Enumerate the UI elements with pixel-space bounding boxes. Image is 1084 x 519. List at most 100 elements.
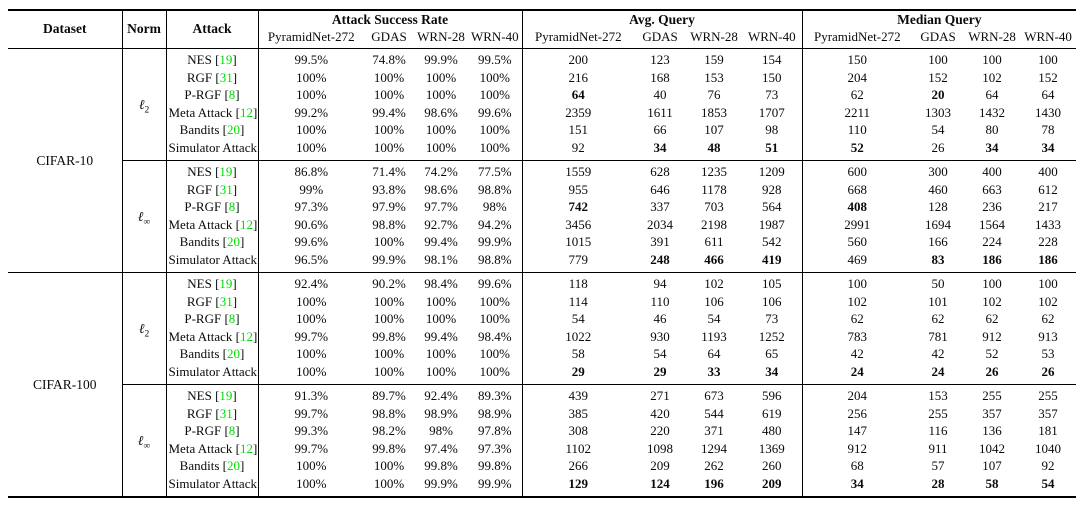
median-value: 217 [1038,199,1058,214]
median-value: 34 [1041,139,1055,155]
avg-value: 3456 [565,216,592,232]
asr-value: 98.8% [468,181,523,199]
median-value: 100 [1038,52,1058,67]
asr-value: 100% [373,458,405,473]
table-row: Bandits [20] 100% 100% 99.8% 99.8% 266 209 262 2… [8,457,1076,475]
attack-label: RGF [31] [166,405,259,423]
asr-value: 99.7% [294,328,329,344]
median-value: 62 [850,311,864,326]
median-value: 1303 [925,104,952,120]
median-value: 50 [931,276,945,291]
attack-label: Simulator Attack [166,475,259,497]
asr-value: 99.4% [424,328,458,344]
median-value: 912 [982,328,1002,344]
asr-value: 100% [373,475,405,491]
table-row: ℓ∞ NES [19] 91.3% 89.7% 92.4% 89.3% 439 271 673 5… [8,383,1077,497]
norm-symbol: ℓ [137,209,144,225]
median-value: 204 [802,383,913,405]
asr-value: 99% [299,181,324,197]
asr-value: 100% [468,139,523,160]
median-value: 256 [847,405,868,421]
median-value: 147 [847,423,868,438]
avg-value: 150 [742,69,803,87]
median-value: 136 [982,423,1002,438]
table-row: P-RGF [8] 97.3% 97.9% 97.7% 98% 742 337 703 564 4… [8,198,1076,216]
median-value: 181 [1038,423,1058,438]
avg-value: 46 [653,311,667,326]
median-value: 42 [931,346,945,361]
header-dataset: Dataset [8,10,123,48]
asr-value: 100% [296,87,327,102]
asr-value: 98.9% [424,405,458,421]
median-value: 24 [931,363,945,379]
avg-value: 94 [653,276,667,291]
avg-value: 64 [707,346,721,361]
citation-ref: 8 [228,423,236,438]
median-value: 100 [982,276,1002,291]
asr-value: 100% [425,139,457,155]
header-model-median-pyramidnet: PyramidNet-272 [813,29,901,44]
avg-value: 33 [707,363,721,379]
asr-value: 97.4% [424,440,458,456]
norm-subscript: 2 [144,105,150,116]
table-row: P-RGF [8] 100% 100% 100% 100% 54 46 54 73 62 62 62 6… [8,310,1076,328]
asr-value: 100% [425,311,457,326]
median-value: 612 [1038,181,1058,197]
attack-name: P-RGF [184,199,222,214]
asr-value: 100% [425,346,457,361]
asr-value: 74.2% [414,159,468,181]
avg-value: 2034 [647,216,674,232]
median-value: 107 [982,458,1002,473]
asr-value: 100% [468,121,523,139]
asr-value: 98.6% [424,104,458,120]
attack-name: Meta Attack [168,216,233,232]
asr-value: 99.8% [372,328,406,344]
attack-name: Bandits [179,234,220,249]
asr-value: 100% [373,122,405,137]
table-row: Simulator Attack 100% 100% 99.9% 99.9% 129 124… [8,475,1076,497]
header-model-asr-pyramidnet: PyramidNet-272 [267,29,355,44]
header-group-median-query: Median Query [897,11,982,27]
table-row: RGF [31] 99.7% 98.8% 98.9% 98.9% 385 420 544 619… [8,405,1076,423]
asr-value: 99.9% [372,251,406,267]
attack-name: Simulator Attack [168,475,257,491]
asr-value: 100% [373,293,405,309]
norm-label: ℓ2 [122,272,167,384]
attack-name: NES [187,276,212,291]
median-value: 911 [928,440,948,456]
median-value: 34 [985,139,999,155]
median-value: 781 [928,328,948,344]
median-value: 24 [850,363,864,379]
avg-value: 1098 [647,440,674,456]
asr-value: 97.8% [468,422,523,440]
median-value: 83 [931,251,945,267]
attack-label: Bandits [20] [166,121,259,139]
asr-value: 100% [468,310,523,328]
avg-value: 105 [742,272,803,293]
avg-value: 611 [704,234,724,249]
median-value: 20 [931,87,945,102]
group-header-row: Dataset Norm Attack Attack Success Rate … [8,10,1076,48]
asr-value: 99.3% [294,423,329,438]
citation-ref: 31 [219,405,233,421]
median-value: 600 [802,159,913,181]
asr-value: 99.9% [468,233,523,251]
attack-name: RGF [186,181,213,197]
asr-value: 98.2% [372,423,406,438]
asr-value: 100% [373,69,405,85]
dataset-label: CIFAR-100 [8,272,123,497]
median-value: 1042 [979,440,1006,456]
attack-name: P-RGF [184,87,222,102]
citation-ref: 31 [219,69,233,85]
avg-value: 420 [650,405,670,421]
asr-value: 90.2% [372,276,406,291]
asr-value: 99.7% [294,405,329,421]
asr-value: 100% [296,122,327,137]
attack-label: Bandits [20] [166,233,259,251]
norm-symbol: ℓ [138,97,145,113]
median-value: 54 [1041,475,1055,491]
avg-value: 58 [571,346,585,361]
asr-value: 98.4% [468,328,523,346]
avg-value: 129 [568,475,589,491]
asr-value: 100% [468,69,523,87]
